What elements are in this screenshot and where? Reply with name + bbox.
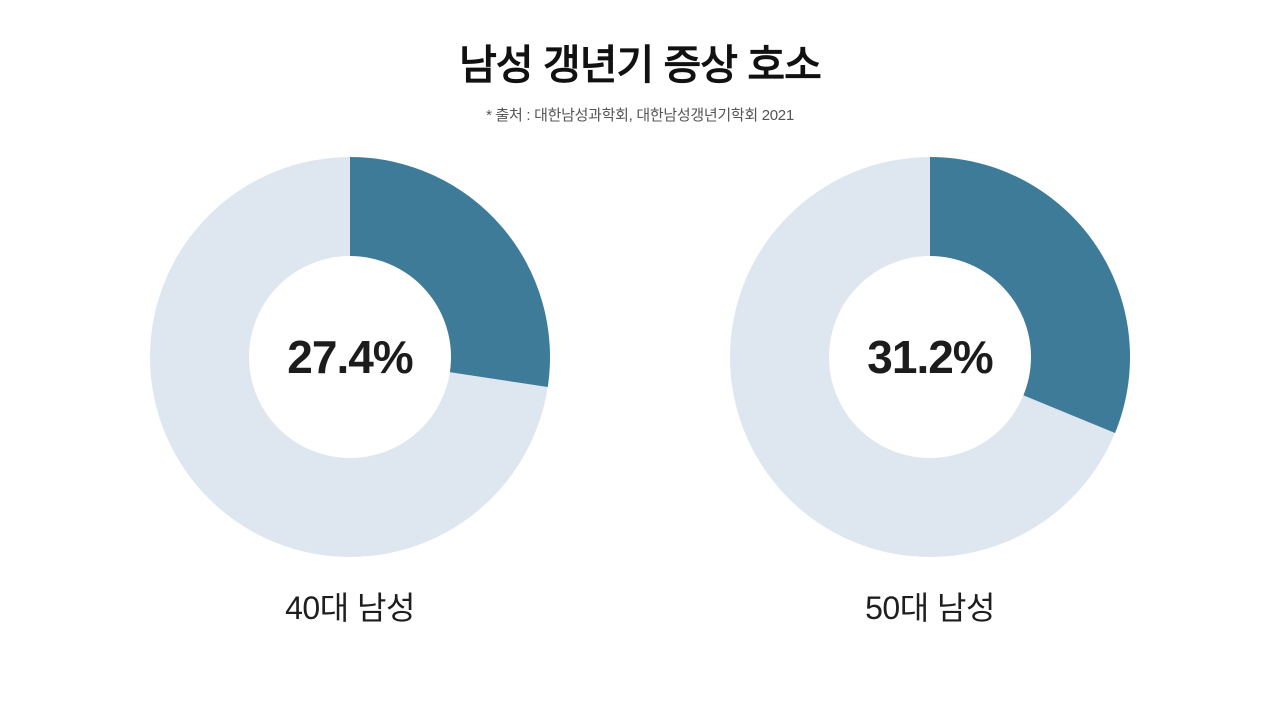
donut-50s-canvas: 31.2% <box>730 157 1130 558</box>
chart-title: 남성 갱년기 증상 호소 <box>459 42 822 88</box>
donut-50s-svg <box>730 157 1130 558</box>
donut-40s-caption: 40대 남성 <box>285 590 415 627</box>
chart-source-note: * 출처 : 대한남성과학회, 대한남성갱년기학회 2021 <box>486 107 794 125</box>
donut-chart-40s: 27.4% 40대 남성 <box>150 157 550 629</box>
charts-row: 27.4% 40대 남성 31.2% 50대 남성 <box>150 157 1130 629</box>
donut-chart-50s: 31.2% 50대 남성 <box>730 157 1130 629</box>
donut-40s-svg <box>150 157 550 558</box>
donut-40s-canvas: 27.4% <box>150 157 550 558</box>
donut-50s-caption: 50대 남성 <box>865 590 995 627</box>
